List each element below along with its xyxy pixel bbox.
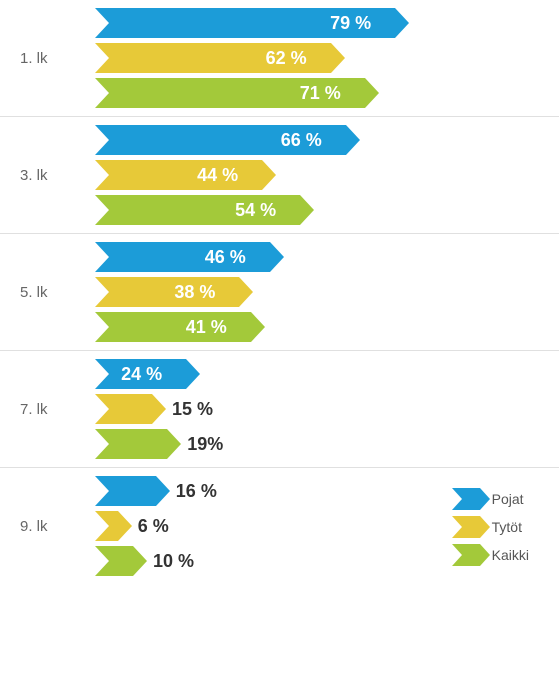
bar-kaikki: 19% (95, 429, 539, 459)
bar-fill: 38 % (95, 277, 239, 307)
legend: Pojat Tytöt Kaikki (452, 488, 529, 566)
bars-group: 46 % 38 % 41 % (95, 242, 539, 342)
legend-item-pojat: Pojat (452, 488, 529, 510)
bar-pojat: 66 % (95, 125, 539, 155)
bar-kaikki: 41 % (95, 312, 539, 342)
bar-tytot: 62 % (95, 43, 539, 73)
bar-tytot: 15 % (95, 394, 539, 424)
row-label: 7. lk (20, 401, 95, 418)
bar-value: 24 % (121, 364, 162, 385)
bar-fill: 15 % (95, 394, 152, 424)
chart-row: 9. lk16 %6 %10 %PojatTytötKaikki (0, 468, 559, 584)
chart-row: 3. lk 66 % 44 % 54 % (0, 117, 559, 234)
row-label: 3. lk (20, 167, 95, 184)
row-label: 9. lk (20, 518, 95, 535)
legend-item-kaikki: Kaikki (452, 544, 529, 566)
bar-value: 44 % (197, 165, 238, 186)
bar-pojat: 46 % (95, 242, 539, 272)
bar-kaikki: 54 % (95, 195, 539, 225)
bar-fill: 71 % (95, 78, 365, 108)
bar-value: 54 % (235, 200, 276, 221)
bar-value: 46 % (205, 247, 246, 268)
bar-fill: 44 % (95, 160, 262, 190)
row-label: 5. lk (20, 284, 95, 301)
bar-value: 6 % (138, 516, 169, 537)
bar-pojat: 79 % (95, 8, 539, 38)
legend-label: Tytöt (492, 519, 522, 535)
bar-tytot: 44 % (95, 160, 539, 190)
bar-value: 79 % (330, 13, 371, 34)
bar-fill: 16 % (95, 476, 156, 506)
bar-value: 62 % (266, 48, 307, 69)
chart-row: 7. lk24 %15 %19% (0, 351, 559, 468)
legend-label: Pojat (492, 491, 524, 507)
legend-swatch-icon (452, 488, 480, 510)
bar-fill: 24 % (95, 359, 186, 389)
bars-group: 24 %15 %19% (95, 359, 539, 459)
legend-swatch-icon (452, 544, 480, 566)
row-label: 1. lk (20, 50, 95, 67)
bar-fill: 6 % (95, 511, 118, 541)
bar-fill: 79 % (95, 8, 395, 38)
bar-fill: 54 % (95, 195, 300, 225)
bar-value: 10 % (153, 551, 194, 572)
bars-group: 79 % 62 % 71 % (95, 8, 539, 108)
bar-value: 71 % (300, 83, 341, 104)
chart-row: 1. lk 79 % 62 % 71 % (0, 0, 559, 117)
bar-value: 19% (187, 434, 223, 455)
bar-value: 66 % (281, 130, 322, 151)
bar-pojat: 24 % (95, 359, 539, 389)
bar-fill: 10 % (95, 546, 133, 576)
percentage-bar-chart: 1. lk79 %62 %71 %3. lk66 %44 %54 %5. lk4… (0, 0, 559, 584)
legend-label: Kaikki (492, 547, 529, 563)
bar-fill: 46 % (95, 242, 270, 272)
legend-item-tytot: Tytöt (452, 516, 529, 538)
bar-kaikki: 71 % (95, 78, 539, 108)
bar-fill: 66 % (95, 125, 346, 155)
bars-group: 66 % 44 % 54 % (95, 125, 539, 225)
bar-value: 38 % (174, 282, 215, 303)
legend-swatch-icon (452, 516, 480, 538)
bar-value: 16 % (176, 481, 217, 502)
bar-tytot: 38 % (95, 277, 539, 307)
bar-fill: 41 % (95, 312, 251, 342)
chart-row: 5. lk 46 % 38 % 41 % (0, 234, 559, 351)
bar-fill: 62 % (95, 43, 331, 73)
bar-value: 15 % (172, 399, 213, 420)
bar-fill: 19% (95, 429, 167, 459)
bar-value: 41 % (186, 317, 227, 338)
